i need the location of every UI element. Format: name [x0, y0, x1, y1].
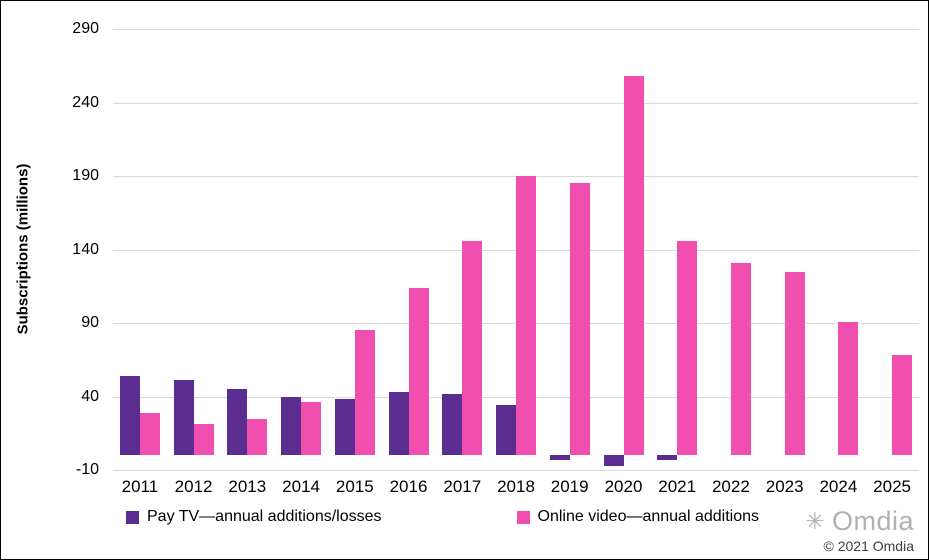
gridline	[113, 29, 919, 30]
x-tick-label: 2014	[282, 477, 321, 496]
legend-swatch-paytv	[126, 510, 139, 524]
bar-online-video-2019	[569, 183, 590, 456]
y-tick-label: -10	[75, 461, 99, 478]
legend-swatch-online-video	[516, 510, 530, 524]
bar-online-video-2013	[247, 418, 268, 456]
gridline	[113, 102, 919, 104]
y-axis: -10 40 90 140 190 240 290	[1, 20, 105, 478]
bar-paytv-2021	[657, 455, 678, 460]
bar-paytv-2019	[549, 455, 570, 460]
x-tick-label: 2022	[711, 477, 750, 496]
bar-paytv-2015	[334, 399, 355, 456]
bar-online-video-2018	[516, 176, 536, 456]
bar-paytv-2013	[227, 389, 248, 456]
x-tick-label: 2017	[443, 477, 482, 496]
x-tick-label: 2012	[174, 477, 213, 496]
bar-online-video-2012	[193, 424, 214, 456]
x-tick-label: 2015	[335, 477, 374, 496]
bar-online-video-2024	[838, 321, 859, 456]
y-tick-label: 240	[72, 93, 99, 111]
legend-item-online-video: Online video—annual additions	[516, 508, 759, 526]
x-tick-label: 2019	[550, 477, 589, 496]
bar-paytv-2011	[119, 375, 140, 456]
bar-online-video-2017	[462, 240, 483, 456]
legend-label: Pay TV—annual additions/losses	[147, 508, 382, 525]
bar-online-video-2021	[677, 240, 698, 456]
x-tick-label: 2020	[604, 477, 643, 496]
omdia-logo: ✳ Omdia	[805, 506, 914, 537]
x-tick-label: 2025	[873, 477, 912, 496]
bar-paytv-2018	[496, 405, 516, 456]
gridline	[113, 470, 919, 471]
bar-online-video-2015	[354, 330, 375, 456]
x-tick-label: 2024	[819, 477, 858, 496]
bar-paytv-2017	[442, 393, 463, 456]
bar-online-video-2023	[784, 271, 805, 456]
x-tick-label: 2023	[765, 477, 804, 496]
bar-online-video-2025	[892, 355, 913, 456]
x-tick-label: 2011	[121, 477, 159, 496]
bar-paytv-2016	[388, 392, 409, 456]
bar-paytv-2012	[173, 380, 194, 456]
x-axis: 2011 2012 2013 2014 2015 2016 2017 2018 2019 2020…	[113, 477, 919, 501]
y-tick-label: 290	[72, 20, 99, 37]
y-tick-label: 140	[72, 240, 99, 258]
y-tick-label: 190	[72, 167, 99, 184]
x-tick-label: 2016	[389, 477, 428, 496]
legend-item-paytv: Pay TV—annual additions/losses	[126, 508, 382, 526]
y-tick-label: 90	[81, 314, 99, 331]
omdia-sunburst-icon: ✳	[805, 508, 825, 534]
x-tick-label: 2013	[228, 477, 267, 496]
legend-label: Online video—annual additions	[537, 508, 759, 525]
legend: Pay TV—annual additions/losses Online vid…	[126, 508, 759, 526]
y-tick-label: 40	[81, 387, 99, 405]
omdia-watermark: ✳ Omdia © 2021 Omdia	[805, 506, 914, 554]
bar-online-video-2020	[623, 76, 644, 456]
bar-online-video-2014	[301, 402, 322, 456]
bar-paytv-2014	[281, 396, 302, 456]
bar-online-video-2016	[408, 287, 429, 456]
bar-online-video-2022	[730, 262, 751, 456]
bar-online-video-2011	[139, 412, 160, 456]
plot-area	[113, 29, 919, 471]
x-tick-label: 2021	[658, 477, 697, 496]
bar-paytv-2020	[603, 455, 624, 466]
omdia-logo-text: Omdia	[831, 506, 914, 536]
x-tick-label: 2018	[497, 477, 535, 496]
copyright-text: © 2021 Omdia	[823, 538, 914, 554]
